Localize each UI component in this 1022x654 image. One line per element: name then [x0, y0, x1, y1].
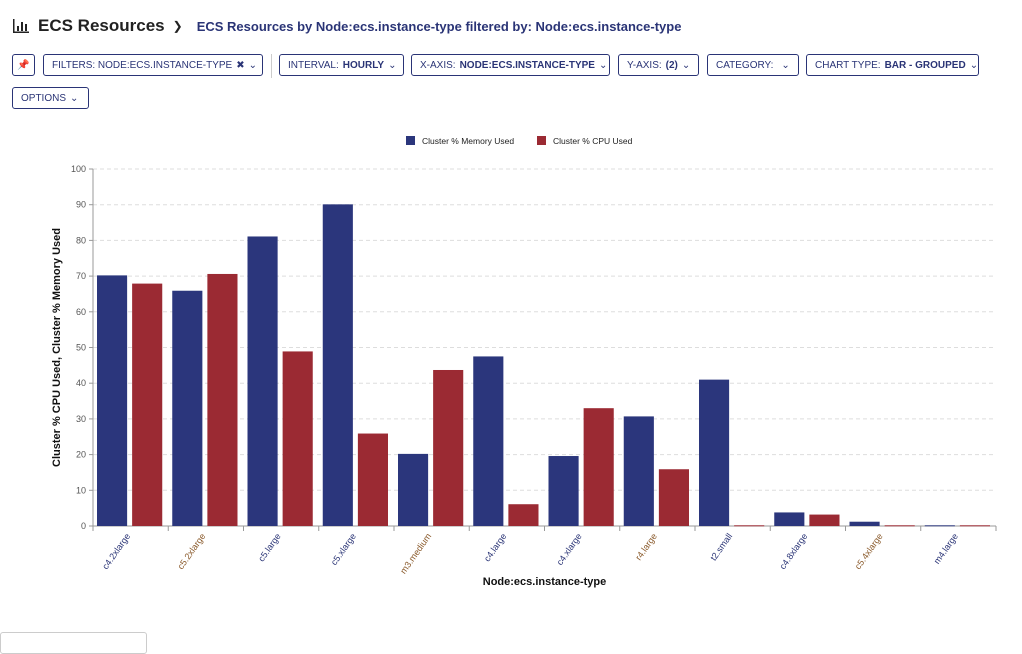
divider	[271, 54, 272, 78]
header: ECS Resources ❯ ECS Resources by Node:ec…	[12, 16, 681, 36]
bar	[959, 525, 990, 527]
y-tick-label: 80	[76, 235, 86, 245]
chevron-down-icon: ⌄	[598, 59, 608, 71]
y-tick-label: 20	[76, 450, 86, 460]
bar	[924, 525, 955, 527]
page-subtitle: ECS Resources by Node:ecs.instance-type …	[196, 18, 682, 34]
bar	[699, 379, 730, 526]
bar	[357, 433, 388, 526]
x-tick-label: m4.large	[932, 531, 960, 565]
bar-chart-icon	[13, 19, 29, 33]
pin-icon: 📌	[17, 59, 30, 71]
bar	[734, 525, 765, 527]
y-tick-label: 10	[76, 485, 86, 495]
x-axis-dropdown[interactable]: X-AXIS: NODE:ECS.INSTANCE-TYPE ⌄	[411, 54, 610, 76]
bar	[658, 469, 689, 526]
pin-button[interactable]: 📌	[12, 54, 35, 76]
legend-label: Cluster % Memory Used	[422, 136, 514, 146]
x-tick-label: r4.large	[633, 531, 659, 562]
bar	[132, 283, 163, 526]
y-tick-label: 0	[81, 521, 86, 531]
chevron-down-icon: ⌄	[781, 59, 790, 71]
bar	[433, 369, 464, 526]
page-title: ECS Resources	[38, 16, 165, 35]
x-tick-label: c4.xlarge	[555, 531, 584, 567]
chevron-down-icon[interactable]: ❯	[172, 19, 183, 33]
chevron-down-icon: ⌄	[70, 92, 79, 104]
bar	[809, 514, 840, 526]
bar	[97, 275, 128, 526]
category-dropdown[interactable]: CATEGORY: ⌄	[707, 54, 799, 76]
bar	[508, 504, 539, 526]
y-axis-label: Cluster % CPU Used, Cluster % Memory Use…	[51, 228, 63, 467]
legend-swatch	[406, 136, 415, 145]
clear-filter-icon[interactable]: ✖	[236, 59, 245, 71]
x-tick-label: m3.medium	[398, 531, 433, 575]
y-tick-label: 50	[76, 343, 86, 353]
y-tick-label: 70	[76, 271, 86, 281]
x-tick-label: c5.2xlarge	[176, 531, 208, 571]
bar	[207, 273, 238, 526]
x-tick-label: c5.xlarge	[329, 531, 358, 567]
bar	[322, 204, 353, 526]
chevron-down-icon: ⌄	[248, 59, 257, 71]
options-dropdown[interactable]: OPTIONS ⌄	[12, 87, 89, 109]
bar	[623, 416, 654, 526]
y-tick-label: 30	[76, 414, 86, 424]
bar	[282, 351, 313, 526]
x-tick-label: c5.4xlarge	[853, 531, 885, 571]
bar	[398, 453, 429, 526]
chevron-down-icon: ⌄	[388, 59, 397, 71]
bar	[849, 521, 880, 526]
y-tick-label: 100	[71, 164, 86, 174]
y-tick-label: 90	[76, 200, 86, 210]
chevron-down-icon: ⌄	[969, 59, 979, 71]
bar	[548, 456, 579, 526]
interval-dropdown[interactable]: INTERVAL: HOURLY ⌄	[279, 54, 404, 76]
x-tick-label: c4.large	[482, 531, 509, 563]
y-axis-dropdown[interactable]: Y-AXIS: (2) ⌄	[618, 54, 699, 76]
x-tick-label: c4.2xlarge	[100, 531, 132, 571]
bar	[172, 290, 203, 526]
y-tick-label: 60	[76, 307, 86, 317]
bar	[473, 356, 504, 526]
x-axis-label: Node:ecs.instance-type	[483, 576, 606, 588]
x-tick-label: t2.small	[708, 531, 734, 562]
legend-swatch	[537, 136, 546, 145]
x-tick-label: c4.8xlarge	[778, 531, 810, 571]
bar	[884, 525, 915, 527]
bar	[583, 408, 614, 526]
bar	[247, 236, 278, 526]
chart-type-dropdown[interactable]: CHART TYPE: BAR - GROUPED ⌄	[806, 54, 979, 76]
filters-button[interactable]: FILTERS: NODE:ECS.INSTANCE-TYPE ✖ ⌄	[43, 54, 263, 76]
legend-label: Cluster % CPU Used	[553, 136, 633, 146]
chevron-down-icon: ⌄	[681, 59, 691, 71]
y-tick-label: 40	[76, 378, 86, 388]
bar	[774, 512, 805, 526]
panel-footer	[0, 632, 147, 654]
x-tick-label: c5.large	[256, 531, 283, 563]
